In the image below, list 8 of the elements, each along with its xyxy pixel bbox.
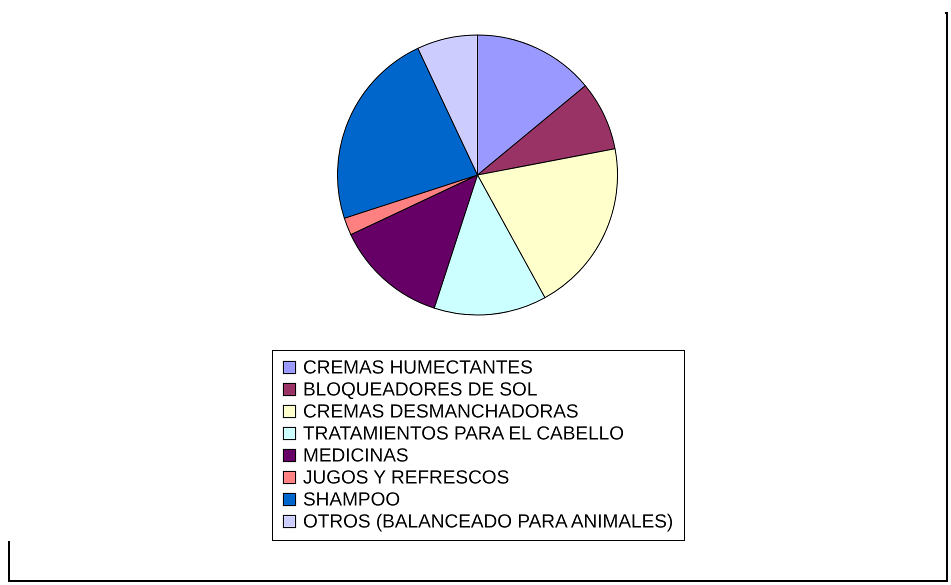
legend-label: OTROS (BALANCEADO PARA ANIMALES) (303, 512, 674, 532)
legend-label: BLOQUEADORES DE SOL (303, 380, 538, 400)
legend-label: CREMAS HUMECTANTES (303, 358, 533, 378)
legend-label: JUGOS Y REFRESCOS (303, 468, 510, 488)
legend-label: CREMAS DESMANCHADORAS (303, 402, 579, 422)
legend-label: TRATAMIENTOS PARA EL CABELLO (303, 424, 624, 444)
legend-label: SHAMPOO (303, 490, 400, 510)
legend-label: MEDICINAS (303, 446, 409, 466)
